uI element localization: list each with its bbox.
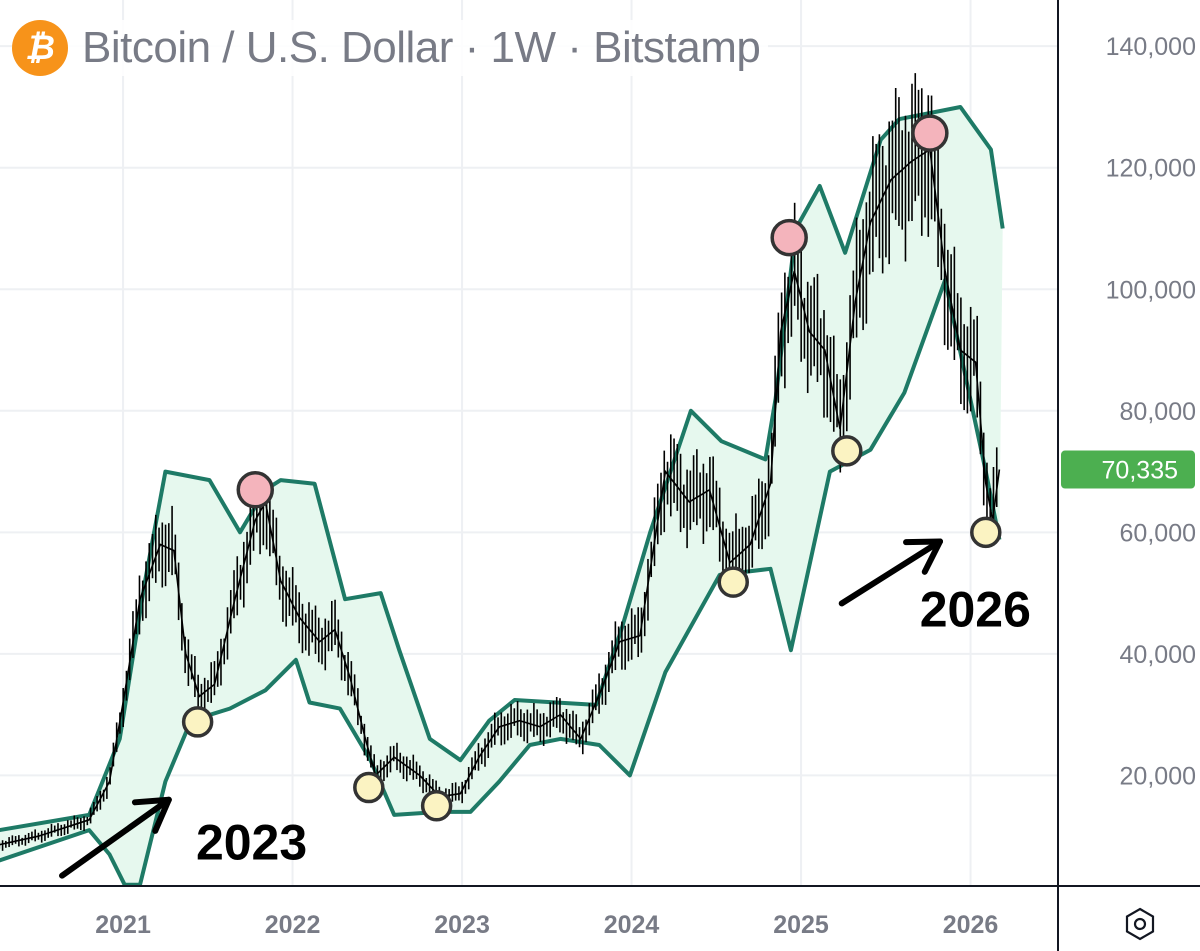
peak-marker: [911, 114, 949, 152]
y-tick-label: 100,000: [1106, 276, 1196, 304]
trough-marker: [420, 790, 453, 822]
last-price-value: 70,335: [1102, 457, 1178, 485]
x-tick-label: 2024: [604, 911, 660, 939]
chart-header: ₿ Bitcoin / U.S. Dollar · 1W · Bitstamp: [12, 20, 769, 76]
markers: [181, 114, 1002, 822]
y-tick-label: 80,000: [1120, 398, 1196, 426]
y-tick-label: 60,000: [1120, 519, 1196, 547]
last-price-badge: [1061, 450, 1195, 489]
peak-marker: [770, 218, 808, 257]
time-axis[interactable]: 2021 2022 2023 2024 2025 2026: [95, 911, 998, 939]
trough-marker: [717, 566, 749, 598]
price-candles: [0, 73, 998, 851]
y-tick-label: 40,000: [1120, 641, 1196, 669]
upper-band-line: [0, 105, 1005, 833]
arrow-head: [131, 796, 172, 834]
lower-band-line: [0, 278, 1002, 887]
peak-marker: [236, 471, 275, 509]
annotation-label: 2023: [196, 814, 307, 870]
price-line: [0, 148, 1001, 846]
symbol-title: Bitcoin / U.S. Dollar · 1W · Bitstamp: [82, 23, 761, 72]
trough-marker: [353, 771, 385, 804]
annotations: 2023 2026: [59, 538, 1031, 879]
annotation-arrow: [838, 538, 944, 607]
x-tick-label: 2023: [434, 911, 490, 939]
annotation-arrow: [59, 796, 172, 879]
arrow-head: [903, 538, 944, 575]
trough-marker: [181, 706, 214, 738]
settings-hexagon-icon[interactable]: [1125, 907, 1155, 941]
x-tick-label: 2021: [95, 911, 151, 939]
last-price-label: 70,335: [1061, 450, 1195, 489]
channel-band: [0, 107, 1003, 885]
y-tick-label: 140,000: [1106, 33, 1196, 61]
x-tick-label: 2026: [943, 911, 999, 939]
annotation-label: 2026: [920, 582, 1031, 638]
y-tick-label: 120,000: [1106, 155, 1196, 183]
price-axis[interactable]: 20,000 40,000 60,000 80,000 100,000 120,000 14…: [1106, 33, 1196, 790]
bitcoin-icon: ₿: [12, 20, 68, 76]
x-tick-label: 2022: [265, 911, 321, 939]
y-tick-label: 20,000: [1120, 762, 1196, 790]
trough-marker: [970, 516, 1002, 549]
trough-marker: [831, 435, 863, 467]
x-tick-label: 2025: [773, 911, 829, 939]
